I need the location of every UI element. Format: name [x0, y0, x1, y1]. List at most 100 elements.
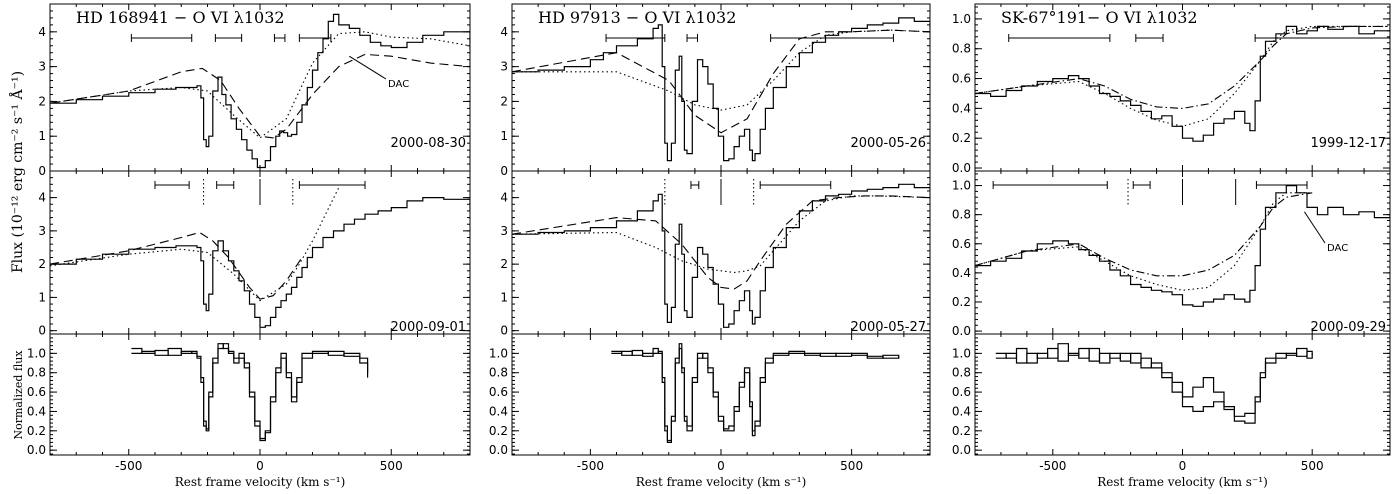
y-tick-label: 1.0	[952, 12, 971, 26]
dac-pointer	[1303, 211, 1326, 244]
range-bar-1	[992, 181, 1108, 189]
x-tick-label: 500	[840, 459, 863, 473]
series-dashed-2	[50, 53, 470, 139]
panel-2-3: 0.0 0.2 0.4 0.6 0.8 1.0	[489, 333, 931, 457]
range-bar-1	[130, 34, 193, 42]
y-tick-label: 1	[500, 290, 508, 304]
date-label: 2000-05-27	[850, 320, 926, 335]
panel-3-1: 0.0 0.2 0.4 0.6 0.8 1.0 1999-12-17	[952, 3, 1391, 175]
series-dotted-3	[975, 25, 1390, 127]
y-tick-label: 0.8	[27, 366, 46, 380]
y-tick-label: 0.4	[952, 266, 971, 280]
series-histogram-2	[995, 347, 1313, 424]
x-tick-label: 0	[1179, 459, 1187, 473]
series-histogram-1	[50, 13, 470, 169]
chart-title: HD 97913 − O VI λ1032	[538, 8, 736, 27]
range-bar-3	[770, 34, 894, 42]
date-label: 2000-09-01	[390, 320, 466, 335]
y-tick-label: 0.2	[489, 424, 508, 438]
range-bar-1	[690, 181, 700, 189]
y-tick-label: 0.8	[952, 42, 971, 56]
dac-label: DAC	[388, 79, 409, 90]
series-dotted-3	[50, 187, 340, 302]
y-tick-label: 3	[38, 60, 46, 74]
series-dashed-2	[512, 195, 930, 290]
series-histogram-1	[611, 343, 900, 443]
y-tick-label: 0.4	[27, 404, 46, 418]
dac-label: DAC	[1327, 243, 1348, 254]
panel-1-3: 0.0 0.2 0.4 0.6 0.8 1.0	[27, 333, 471, 457]
y-tick-label: 1.0	[952, 179, 971, 193]
y-axis-title-flux: Flux (10⁻¹² erg cm⁻² s⁻¹ Å⁻¹)	[8, 71, 26, 273]
chart-column-2: 012342000-05-26012342000-05-270.00.20.40…	[489, 3, 931, 489]
range-bar-2	[214, 34, 243, 42]
y-tick-label: 0.8	[952, 366, 971, 380]
y-tick-label: 0.0	[489, 443, 508, 457]
range-bar-3	[273, 34, 286, 42]
y-tick-label: 0.6	[952, 385, 971, 399]
y-tick-label: 2	[500, 257, 508, 271]
range-bar-1	[605, 34, 666, 42]
range-bar-1	[1008, 34, 1111, 42]
y-tick-label: 0	[38, 324, 46, 338]
x-tick-label: 0	[256, 459, 264, 473]
date-label: 2000-05-26	[850, 136, 926, 151]
panel-2-2: 0 1 2 3 4 2000-05-27	[500, 170, 931, 338]
series-histogram-2	[611, 347, 900, 442]
y-tick-label: 4	[38, 191, 46, 205]
date-label: 2000-08-30	[390, 136, 466, 151]
range-bar-4	[298, 34, 332, 42]
y-tick-label: 0.8	[489, 366, 508, 380]
y-tick-label: 0.0	[952, 324, 971, 338]
y-tick-label: 3	[38, 224, 46, 238]
x-axis-title: Rest frame velocity (km s⁻¹)	[175, 475, 346, 489]
range-bar-2	[216, 181, 235, 189]
range-bar-3	[1255, 181, 1308, 189]
date-label: 1999-12-17	[1310, 136, 1386, 151]
range-bar-1	[154, 181, 190, 189]
series-dotted-3	[50, 31, 470, 139]
series-histogram-1	[512, 183, 930, 328]
series-histogram-2	[131, 343, 369, 442]
y-tick-label: 1	[38, 129, 46, 143]
series-dashed-2	[50, 231, 303, 300]
x-tick-label: -500	[1039, 459, 1066, 473]
dac-pointer	[348, 55, 387, 80]
y-tick-label: 0.2	[952, 131, 971, 145]
x-tick-label: 0	[717, 459, 725, 473]
y-tick-label: 0	[38, 164, 46, 178]
y-tick-label: 0.0	[27, 443, 46, 457]
y-tick-label: 0.6	[27, 385, 46, 399]
series-dotted-3	[975, 192, 1313, 291]
series-dashdot-2	[975, 25, 1390, 109]
y-tick-label: 3	[500, 224, 508, 238]
panel-2-1: 0 1 2 3 4 2000-05-26	[500, 3, 931, 178]
y-tick-label: 0.4	[952, 101, 971, 115]
series-dotted-3	[512, 195, 930, 274]
chart-title: SK-67°191− O VI λ1032	[1001, 8, 1198, 27]
panel-1-2: 0 1 2 3 4 2000-09-01	[38, 170, 471, 338]
y-tick-label: 0.8	[952, 208, 971, 222]
x-tick-label: 500	[1301, 459, 1324, 473]
y-tick-label: 2	[38, 257, 46, 271]
y-tick-label: 0.6	[489, 385, 508, 399]
series-histogram-1	[512, 17, 930, 162]
y-tick-label: 1.0	[489, 346, 508, 360]
series-dashed-2	[512, 29, 930, 134]
series-histogram-1	[975, 185, 1390, 307]
range-bar-2	[1135, 34, 1164, 42]
range-bar-2	[759, 181, 832, 189]
panel-3-3: 0.0 0.2 0.4 0.6 0.8 1.0	[952, 333, 1391, 457]
y-tick-label: 1	[500, 129, 508, 143]
date-label: 2000-09-29	[1310, 320, 1386, 335]
x-tick-label: -500	[577, 459, 604, 473]
series-dotted-3	[512, 29, 930, 111]
series-histogram-1	[50, 197, 470, 328]
x-axis-title: Rest frame velocity (km s⁻¹)	[636, 475, 807, 489]
y-tick-label: 0.4	[489, 404, 508, 418]
y-axis-title-normalized: Normalized flux	[12, 350, 25, 440]
range-bar-2	[686, 34, 698, 42]
series-histogram-1	[975, 25, 1390, 142]
panel-1-1: 0 1 2 3 4 2000-08-30 DAC	[38, 3, 471, 178]
